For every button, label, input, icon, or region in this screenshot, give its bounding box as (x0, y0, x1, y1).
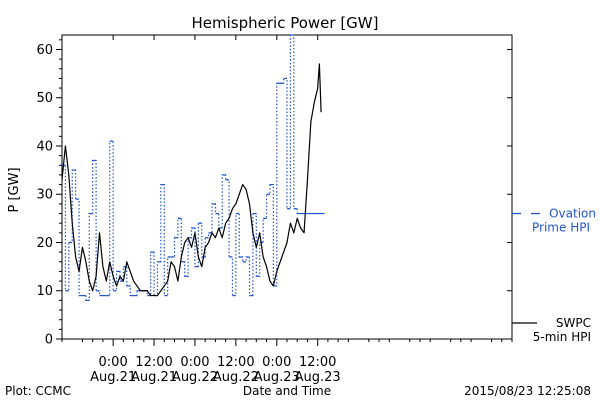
y-tick-label: 0 (45, 333, 53, 348)
x-tick-label-date: Aug.21 (90, 370, 136, 385)
ovation-step-line (62, 34, 322, 301)
chart-title: Hemispheric Power [GW] (192, 14, 379, 32)
y-tick-label: 10 (36, 284, 53, 299)
legend-ovation-label-1: Ovation (549, 207, 596, 221)
x-axis: 0:00Aug.2112:00Aug.210:00Aug.2212:00Aug.… (61, 35, 513, 385)
x-tick-label-time: 12:00 (217, 355, 254, 370)
legend-swpc-label-2: 5-min HPI (533, 330, 591, 344)
y-axis-label: P [GW] (7, 167, 22, 212)
footer-timestamp: 2015/08/23 12:25:08 (464, 384, 591, 398)
y-axis: 0 10 20 30 40 50 60 (36, 39, 512, 348)
x-tick-label-time: 0:00 (262, 355, 291, 370)
legend-swpc-label-1: SWPC (556, 316, 591, 330)
y-tick-label: 40 (36, 139, 53, 154)
x-tick-label-date: Aug.22 (213, 370, 259, 385)
series-ovation-prime-hpi (62, 34, 325, 301)
x-tick-label-time: 0:00 (99, 355, 128, 370)
swpc-line (61, 63, 322, 297)
x-tick-label-date: Aug.21 (131, 370, 177, 385)
x-tick-label-date: Aug.23 (254, 370, 300, 385)
y-tick-label: 30 (36, 188, 53, 203)
legend-ovation-label-2: Prime HPI (532, 221, 590, 235)
series-swpc-5min-hpi (61, 63, 322, 297)
y-tick-label: 50 (36, 91, 53, 106)
y-tick-label: 60 (36, 43, 53, 58)
x-tick-label-time: 0:00 (180, 355, 209, 370)
x-tick-label-date: Aug.22 (172, 370, 218, 385)
x-axis-label: Date and Time (243, 384, 331, 398)
x-tick-label-date: Aug.23 (295, 370, 341, 385)
x-tick-label-time: 12:00 (299, 355, 336, 370)
footer-plot-credit: Plot: CCMC (5, 384, 71, 398)
x-tick-label-time: 12:00 (135, 355, 172, 370)
y-tick-label: 20 (36, 236, 53, 251)
